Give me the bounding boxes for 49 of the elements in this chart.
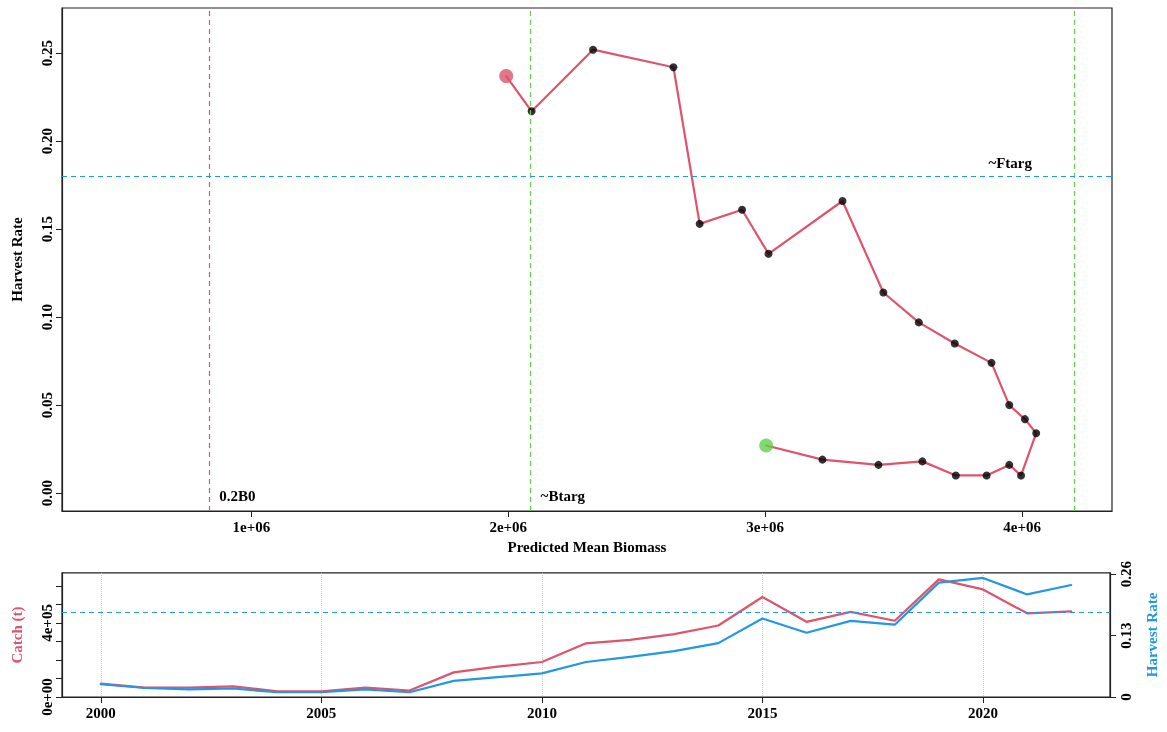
point <box>499 69 514 84</box>
point <box>589 45 598 54</box>
point <box>759 438 774 453</box>
x-tick-label: 2005 <box>306 704 337 721</box>
y2-tick-label: 0.26 <box>1117 560 1134 588</box>
y2-tick-label: 0 <box>1117 693 1134 701</box>
point <box>764 249 773 258</box>
y-tick-label: 0.15 <box>38 216 55 243</box>
x-tick-label: 2e+06 <box>489 518 528 535</box>
x-tick-label: 2020 <box>967 704 998 721</box>
y-axis-title: Harvest Rate <box>8 216 25 302</box>
point <box>879 288 888 297</box>
x-tick-label: 2010 <box>526 704 557 721</box>
point <box>874 460 883 469</box>
point <box>914 318 923 327</box>
x-tick-label: 4e+06 <box>1003 518 1042 535</box>
y-axis-title: Catch (t) <box>8 606 26 664</box>
point <box>1020 415 1029 424</box>
point <box>950 339 959 348</box>
y2-tick-label: 0.13 <box>1117 622 1134 649</box>
x-tick-label: 2015 <box>747 704 778 721</box>
point <box>738 205 747 214</box>
x-tick-label: 1e+06 <box>232 518 271 535</box>
y-tick-label: 0e+00 <box>38 678 55 716</box>
ref-line-label: 0.2B0 <box>219 487 256 504</box>
ref-line-label: ~Ftarg <box>988 155 1033 172</box>
y-tick-label: 4e+05 <box>38 604 55 642</box>
point <box>669 63 678 72</box>
y-tick-label: 0.20 <box>38 128 55 155</box>
x-tick-label: 2000 <box>85 704 116 721</box>
x-axis-title: Predicted Mean Biomass <box>507 538 667 555</box>
point <box>1005 401 1014 410</box>
y-tick-label: 0.05 <box>38 391 55 419</box>
point <box>982 471 991 480</box>
x-tick-label: 3e+06 <box>746 518 785 535</box>
y-tick-label: 0.10 <box>38 303 55 331</box>
y-tick-label: 0.25 <box>38 40 55 67</box>
y-tick-label: 0.00 <box>38 479 55 507</box>
y2-axis-title: Harvest Rate <box>1143 592 1160 678</box>
ref-line-label: ~Btarg <box>540 487 586 504</box>
point <box>951 471 960 480</box>
point <box>1005 460 1014 469</box>
point <box>987 358 996 367</box>
point <box>818 455 827 464</box>
point <box>838 197 847 205</box>
point <box>1017 471 1026 480</box>
point <box>695 219 704 228</box>
point <box>918 457 927 466</box>
point <box>1032 429 1041 438</box>
